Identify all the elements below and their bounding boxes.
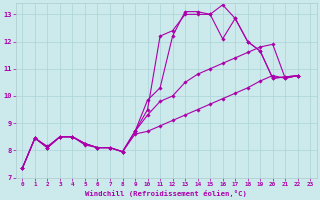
X-axis label: Windchill (Refroidissement éolien,°C): Windchill (Refroidissement éolien,°C): [85, 190, 247, 197]
